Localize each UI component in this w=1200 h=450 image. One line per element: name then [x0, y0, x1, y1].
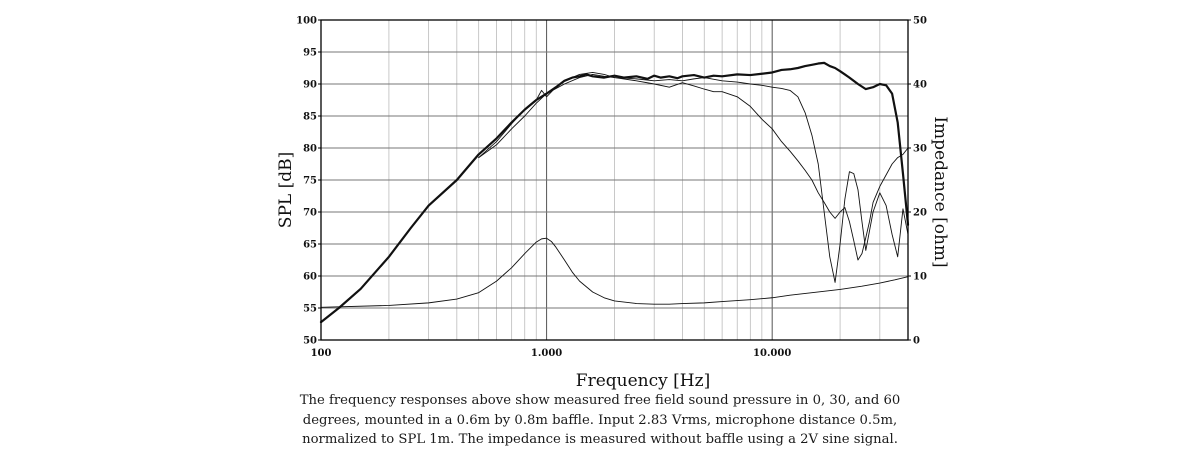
- x-tick-label: 10.000: [753, 348, 791, 359]
- y2-tick-label: 50: [913, 16, 927, 27]
- y-tick-label: 85: [303, 112, 317, 123]
- y2-tick-label: 10: [913, 272, 927, 283]
- y2-tick-label: 20: [913, 208, 927, 219]
- x-axis-title: Frequency [Hz]: [576, 371, 710, 390]
- y-tick-label: 65: [303, 240, 317, 251]
- x-tick-label: 1.000: [531, 348, 562, 359]
- chart-caption: The frequency responses above show measu…: [250, 391, 950, 450]
- y2-axis-title: Impedance [ohm]: [930, 116, 950, 267]
- series-line-spl-30-degrees: [478, 73, 909, 283]
- y-tick-label: 90: [303, 80, 317, 91]
- y-tick-label: 95: [303, 48, 317, 59]
- series-layer: [319, 61, 910, 324]
- y-tick-label: 60: [303, 272, 317, 283]
- y2-tick-label: 40: [913, 80, 927, 91]
- series-line-impedance: [320, 237, 909, 308]
- y-tick-label: 50: [303, 336, 317, 347]
- caption-line-3: normalized to SPL 1m. The impedance is m…: [302, 432, 898, 447]
- y-tick-label: 75: [303, 176, 317, 187]
- caption-line-2: degrees, mounted in a 0.6m by 0.8m baffl…: [302, 412, 898, 428]
- x-tick-label: 100: [311, 348, 332, 359]
- caption-line-1: The frequency responses above show measu…: [299, 393, 901, 408]
- y-tick-label: 70: [303, 208, 317, 219]
- y2-tick-label: 30: [913, 144, 927, 155]
- y-tick-label: 80: [303, 144, 317, 155]
- y-tick-label: 55: [303, 304, 317, 315]
- y-tick-label: 100: [296, 16, 317, 27]
- series-line-spl-60-degrees: [478, 72, 909, 261]
- y-axis-title: SPL [dB]: [276, 152, 296, 228]
- y2-tick-label: 0: [913, 336, 920, 347]
